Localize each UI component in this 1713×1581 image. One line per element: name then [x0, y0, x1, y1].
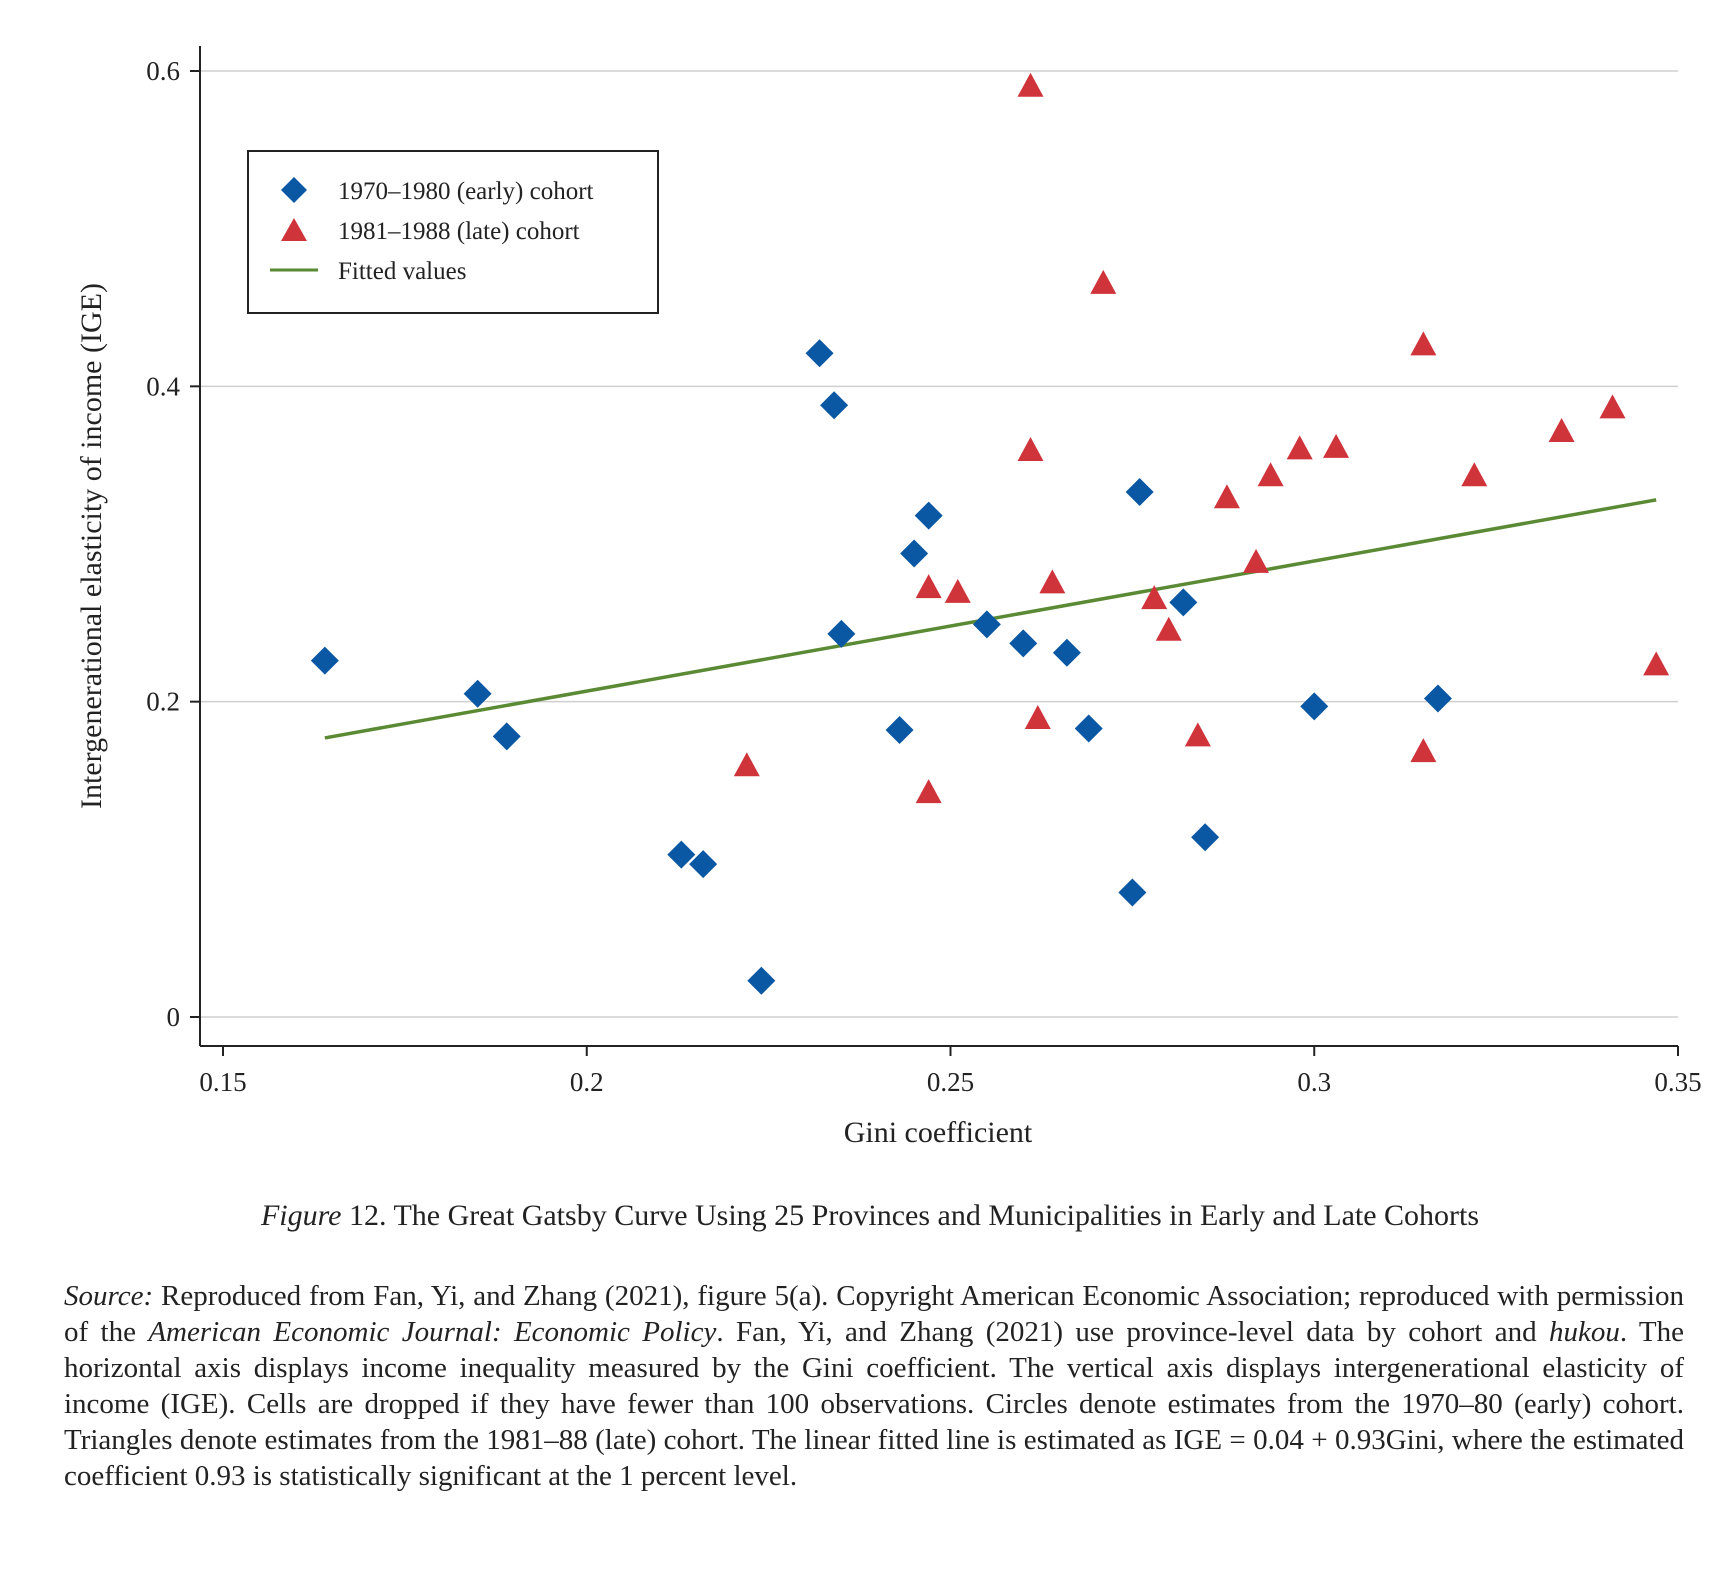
note-part-2: . Fan, Yi, and Zhang (2021) use province… — [716, 1316, 1549, 1348]
late-cohort-point — [1410, 331, 1437, 356]
early-cohort-point — [820, 391, 849, 420]
x-tick-label: 0.35 — [1654, 1067, 1701, 1097]
early-cohort-point — [1118, 878, 1147, 907]
late-cohort-point — [1323, 433, 1350, 458]
early-cohort-point — [1169, 588, 1198, 617]
early-cohort-point — [747, 966, 776, 995]
figure-caption: Figure 12. The Great Gatsby Curve Using … — [60, 1198, 1680, 1234]
early-cohort-point — [492, 722, 521, 751]
x-ticks: 0.15 0.2 0.25 0.3 0.35 — [199, 1046, 1702, 1097]
late-cohort-point — [733, 752, 760, 777]
scatter-chart: 0 0.2 0.4 0.6 0.15 0.2 0.25 0.3 0.35 Gini coeff… — [75, 46, 1702, 1149]
early-cohort-point — [972, 610, 1001, 639]
late-cohort-point — [1257, 462, 1284, 487]
late-cohort-point — [1039, 569, 1066, 594]
early-cohort-point — [900, 539, 929, 568]
y-tick-label: 0.6 — [146, 56, 180, 86]
note-part-3: . The horizontal axis displays income in… — [64, 1316, 1685, 1492]
early-cohort-point — [1300, 692, 1329, 721]
early-cohort-point — [914, 501, 943, 530]
early-cohort-point — [885, 716, 914, 745]
early-cohort-point — [805, 339, 834, 368]
x-tick-label: 0.25 — [927, 1067, 974, 1097]
early-cohort-point — [1052, 638, 1081, 667]
legend: 1970–1980 (early) cohort 1981–1988 (late… — [247, 150, 659, 314]
late-cohort-point — [1155, 616, 1182, 641]
x-tick-label: 0.2 — [570, 1067, 604, 1097]
late-cohort-point — [1017, 72, 1044, 97]
legend-label-early: 1970–1980 (early) cohort — [338, 178, 594, 205]
late-cohort-point — [944, 578, 971, 603]
legend-label-fitted: Fitted values — [338, 258, 466, 285]
late-cohort-point — [1243, 548, 1270, 573]
early-cohort-point — [689, 850, 718, 879]
y-axis-label: Intergenerational elasticity of income (… — [75, 283, 108, 809]
source-word: Source: — [64, 1280, 154, 1312]
early-cohort-point — [1191, 823, 1220, 852]
legend-box — [247, 150, 659, 314]
figure-word: Figure — [260, 1199, 342, 1232]
legend-diamond-icon — [281, 177, 307, 203]
late-cohort-point — [1643, 651, 1670, 676]
journal-name: American Economic Journal: Economic Poli… — [148, 1316, 717, 1348]
late-cohort-point — [1024, 705, 1051, 730]
late-cohort-point — [1141, 585, 1168, 610]
y-ticks: 0 0.2 0.4 0.6 — [146, 56, 200, 1032]
note-part-1: Reproduced from Fan, Yi, and Zhang (2021… — [64, 1280, 1684, 1348]
late-cohort-point — [1599, 394, 1626, 419]
late-cohort-point — [1213, 484, 1240, 509]
early-cohort-point — [827, 619, 856, 648]
legend-label-late: 1981–1988 (late) cohort — [338, 218, 580, 245]
source-note: Source: Reproduced from Fan, Yi, and Zha… — [64, 1278, 1684, 1494]
late-cohort-point — [1090, 269, 1117, 294]
axes — [199, 46, 1678, 1047]
late-cohort-point — [1410, 738, 1437, 763]
early-cohort-point — [463, 679, 492, 708]
late-cohort-point — [915, 574, 942, 599]
x-tick-label: 0.15 — [199, 1067, 246, 1097]
early-cohort-point — [1423, 684, 1452, 713]
late-cohort-point — [1184, 722, 1211, 747]
data-marks — [310, 72, 1670, 995]
early-cohort-point — [310, 646, 339, 675]
y-tick-label: 0.4 — [146, 371, 180, 401]
hukou-term: hukou — [1548, 1316, 1620, 1348]
late-cohort-point — [915, 779, 942, 804]
early-cohort-point — [1009, 629, 1038, 658]
y-tick-label: 0.2 — [146, 687, 180, 717]
legend-triangle-icon — [281, 218, 307, 241]
y-tick-label: 0 — [167, 1002, 181, 1032]
x-tick-label: 0.3 — [1297, 1067, 1331, 1097]
early-cohort-point — [1074, 714, 1103, 743]
early-cohort-point — [1125, 477, 1154, 506]
late-cohort-point — [1286, 435, 1313, 460]
figure-title: 12. The Great Gatsby Curve Using 25 Prov… — [341, 1199, 1480, 1232]
late-cohort-point — [1461, 462, 1488, 487]
x-axis-label: Gini coefficient — [844, 1116, 1033, 1149]
late-cohort-point — [1548, 418, 1575, 443]
late-cohort-point — [1017, 436, 1044, 461]
early-cohort-point — [667, 840, 696, 869]
